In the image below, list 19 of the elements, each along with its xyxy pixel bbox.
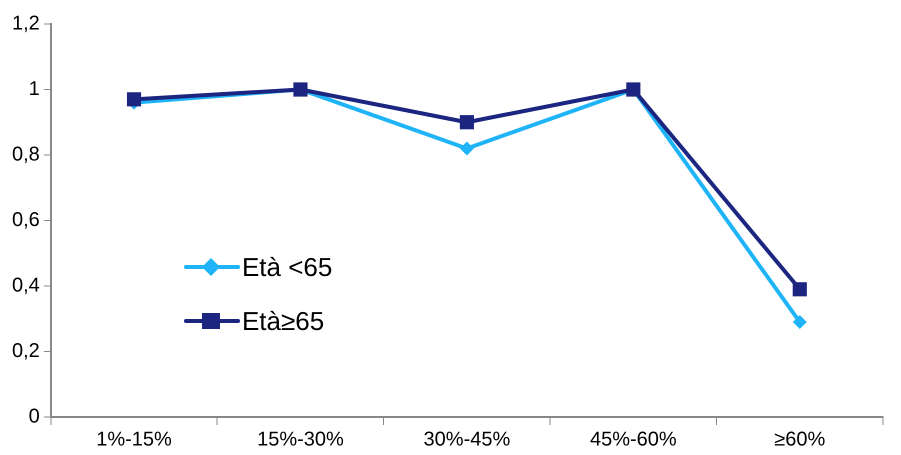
legend-label: Età≥65 [242,306,324,337]
y-tick-label: 1 [28,78,40,100]
y-tick-label: 1,2 [12,12,40,35]
y-tick-label: 0,2 [12,340,40,362]
point [460,141,474,156]
point [126,92,142,106]
x-tick-label: 30%-45% [424,428,510,451]
x-tick-label: 15%-30% [257,428,344,451]
x-tick-label: ≥60% [774,428,826,451]
y-tick-label: 0,4 [12,274,40,297]
x-tick-label: 45%-60% [590,428,677,451]
legend-label: Età <65 [242,252,332,283]
point [460,115,474,130]
point [792,282,807,296]
point [792,315,807,330]
y-tick-label: 0 [28,406,40,428]
x-tick-label: 1%-15% [96,428,172,451]
y-tick-label: 0,8 [12,144,40,166]
y-tick-label: 0,6 [12,209,40,232]
